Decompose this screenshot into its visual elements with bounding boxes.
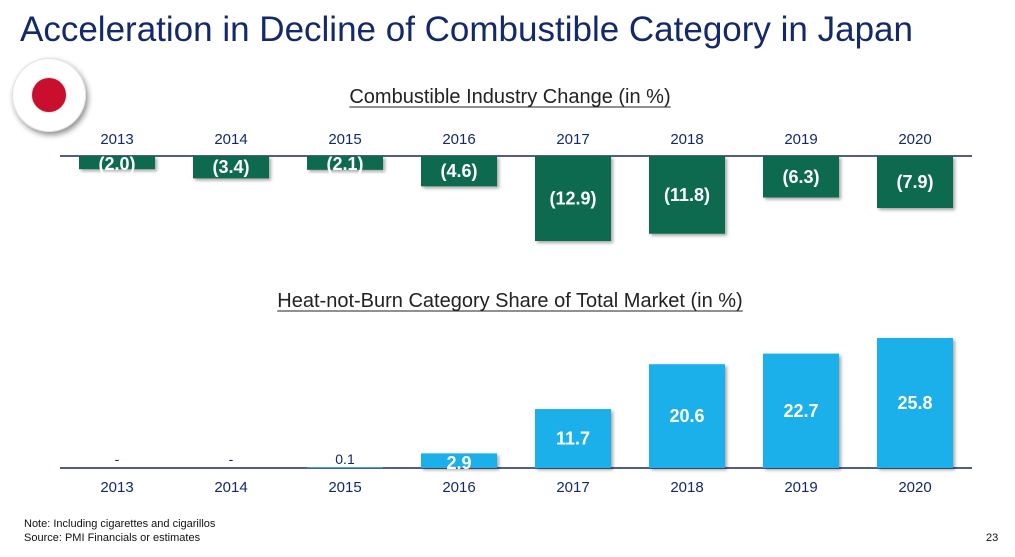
hnb-share-chart: 2013 - 2014 - 2015 0.1 2016 2.9 2017 11.7 2018 20.6… <box>60 338 972 496</box>
flag-red-disc <box>32 78 66 112</box>
hnb-bar <box>877 338 953 468</box>
combustible-year-label: 2013 <box>100 131 133 148</box>
footnote-note: Note: Including cigarettes and cigarillo… <box>24 518 216 530</box>
combustible-year-label: 2016 <box>442 131 475 148</box>
combustible-year-label: 2017 <box>556 131 589 148</box>
combustible-bar-label: (3.4) <box>212 157 249 177</box>
page-number: 23 <box>986 532 999 544</box>
combustible-bar-label: (11.8) <box>664 185 710 205</box>
hnb-year-label: 2016 <box>442 479 475 496</box>
combustible-bar <box>535 156 611 241</box>
combustible-bar <box>193 156 269 179</box>
footnote-source: Source: PMI Financials or estimates <box>24 532 201 544</box>
combustible-bar <box>877 156 953 209</box>
hnb-chart-title: Heat-not-Burn Category Share of Total Ma… <box>277 290 742 312</box>
hnb-bar-label: 22.7 <box>783 401 818 421</box>
hnb-bar-label: 11.7 <box>556 429 590 449</box>
hnb-bar-label: 0.1 <box>335 451 355 467</box>
hnb-bar <box>535 409 611 468</box>
hnb-year-label: 2017 <box>556 479 589 496</box>
hnb-bar-label: 20.6 <box>669 406 704 426</box>
japan-flag-icon <box>12 58 86 132</box>
combustible-bar <box>763 156 839 198</box>
hnb-bar-label: - <box>229 451 234 467</box>
combustible-year-label: 2014 <box>214 131 247 148</box>
combustible-bar <box>79 156 155 170</box>
hnb-year-label: 2013 <box>100 479 133 496</box>
hnb-year-label: 2019 <box>784 479 817 496</box>
combustible-bar-label: (6.3) <box>782 167 819 187</box>
hnb-bar <box>421 453 497 468</box>
hnb-bar <box>763 353 839 468</box>
combustible-year-label: 2018 <box>670 131 703 148</box>
combustible-bar-label: (12.9) <box>549 189 596 209</box>
combustible-bar-label: (2.0) <box>98 154 135 174</box>
combustible-bar-label: (4.6) <box>440 161 477 181</box>
combustible-year-label: 2019 <box>784 131 817 148</box>
hnb-year-label: 2015 <box>328 479 361 496</box>
combustible-chart: 2013 (2.0) 2014 (3.4) 2015 (2.1) 2016 (4.6) 2017… <box>60 131 972 241</box>
combustible-chart-title: Combustible Industry Change (in %) <box>349 86 670 108</box>
slide-title: Acceleration in Decline of Combustible C… <box>20 10 913 49</box>
hnb-bar <box>649 364 725 468</box>
combustible-bar-label: (7.9) <box>896 172 933 192</box>
hnb-year-label: 2018 <box>670 479 703 496</box>
hnb-year-label: 2020 <box>898 479 931 496</box>
hnb-bar-label: 25.8 <box>897 393 932 413</box>
combustible-bar <box>649 156 725 234</box>
combustible-year-label: 2020 <box>898 131 931 148</box>
combustible-year-label: 2015 <box>328 131 361 148</box>
hnb-bar-label: 2.9 <box>446 453 471 473</box>
combustible-bar <box>307 156 383 170</box>
hnb-bar <box>307 467 383 468</box>
hnb-bar-label: - <box>115 451 120 467</box>
hnb-year-label: 2014 <box>214 479 247 496</box>
combustible-bar <box>421 156 497 187</box>
combustible-bar-label: (2.1) <box>326 154 363 174</box>
